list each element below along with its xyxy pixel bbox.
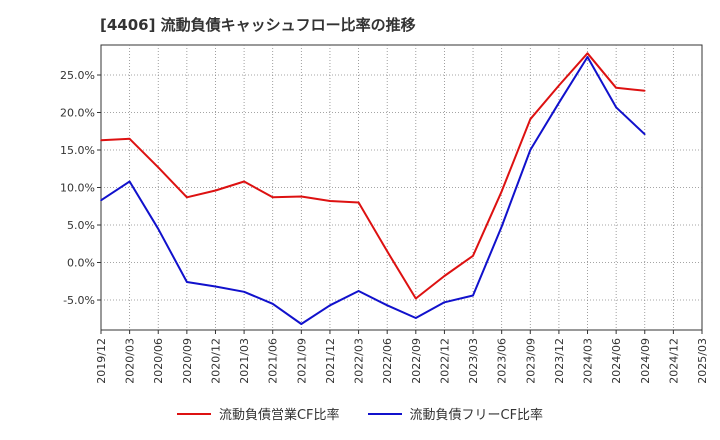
y-tick-label: 20.0%	[60, 107, 95, 120]
x-tick-label: 2023/03	[467, 338, 480, 384]
x-tick-label: 2022/09	[410, 338, 423, 384]
data-point-1	[214, 285, 217, 288]
data-point-0	[386, 250, 388, 253]
data-point-1	[415, 317, 417, 319]
x-tick-label: 2024/03	[582, 338, 595, 384]
data-point-0	[186, 196, 188, 199]
legend-swatch-free-cf	[367, 412, 402, 415]
data-point-1	[529, 149, 532, 151]
x-tick-label: 2022/12	[438, 338, 451, 384]
data-point-1	[300, 323, 303, 325]
x-tick-label: 2023/09	[524, 338, 537, 384]
data-point-0	[500, 190, 503, 193]
y-tick-label: 5.0%	[67, 219, 95, 232]
x-tick-label: 2020/12	[209, 338, 222, 384]
chart-title: [4406] 流動負債キャッシュフロー比率の推移	[100, 16, 416, 34]
x-tick-label: 2025/03	[696, 338, 709, 384]
data-point-0	[615, 86, 617, 89]
data-point-0	[214, 189, 217, 192]
data-point-0	[643, 89, 646, 92]
y-tick-label: 25.0%	[60, 69, 95, 82]
x-tick-label: 2020/09	[181, 338, 194, 384]
data-point-0	[586, 52, 589, 55]
data-point-1	[357, 290, 360, 292]
data-point-1	[186, 281, 188, 283]
data-point-1	[157, 227, 160, 230]
data-point-0	[300, 195, 303, 198]
data-point-0	[243, 180, 245, 183]
data-point-0	[128, 137, 131, 140]
data-point-0	[271, 196, 274, 199]
data-point-0	[472, 254, 474, 257]
series-line-0	[100, 52, 645, 300]
data-point-1	[615, 106, 617, 109]
x-tick-label: 2024/06	[610, 338, 623, 384]
x-tick-label: 2019/12	[95, 338, 108, 384]
x-tick-label: 2021/09	[295, 338, 308, 384]
data-point-1	[128, 180, 131, 183]
x-tick-label: 2021/03	[238, 338, 251, 384]
data-point-1	[100, 199, 102, 202]
data-point-0	[558, 84, 560, 87]
x-tick-label: 2023/12	[553, 338, 566, 384]
x-tick-label: 2020/06	[152, 338, 165, 384]
legend-item-operating-cf: 流動負債営業CF比率	[176, 404, 340, 423]
data-point-0	[329, 200, 331, 202]
x-tick-label: 2022/06	[381, 338, 394, 384]
x-tick-label: 2024/12	[667, 338, 680, 384]
series-line-1	[100, 56, 646, 325]
data-point-1	[243, 290, 245, 293]
data-point-0	[415, 297, 417, 300]
data-point-1	[586, 56, 589, 58]
data-point-1	[558, 101, 560, 104]
data-point-0	[157, 166, 160, 169]
data-point-1	[472, 294, 474, 297]
data-point-1	[271, 302, 274, 305]
legend-label-operating-cf: 流動負債営業CF比率	[218, 408, 340, 423]
y-tick-label: 10.0%	[60, 182, 95, 195]
data-point-0	[100, 139, 102, 142]
x-tick-label: 2023/06	[496, 338, 509, 384]
y-tick-label: 15.0%	[60, 144, 95, 157]
legend-swatch-operating-cf	[176, 412, 211, 415]
data-point-1	[329, 304, 331, 307]
x-tick-label: 2021/06	[267, 338, 280, 384]
data-point-1	[443, 301, 446, 304]
legend-item-free-cf: 流動負債フリーCF比率	[367, 404, 544, 423]
x-tick-label: 2020/03	[124, 338, 137, 384]
y-tick-label: -5.0%	[63, 294, 95, 307]
x-tick-label: 2022/03	[353, 338, 366, 384]
data-point-1	[500, 225, 503, 228]
data-point-0	[357, 201, 360, 204]
x-tick-label: 2024/09	[639, 338, 652, 384]
data-point-0	[529, 118, 532, 121]
x-tick-label: 2021/12	[324, 338, 337, 384]
data-point-0	[443, 275, 446, 277]
y-tick-label: 0.0%	[67, 257, 95, 270]
data-point-1	[643, 133, 646, 136]
legend-label-free-cf: 流動負債フリーCF比率	[409, 408, 544, 423]
data-point-1	[386, 304, 388, 307]
legend: 流動負債営業CF比率 流動負債フリーCF比率	[0, 404, 720, 423]
